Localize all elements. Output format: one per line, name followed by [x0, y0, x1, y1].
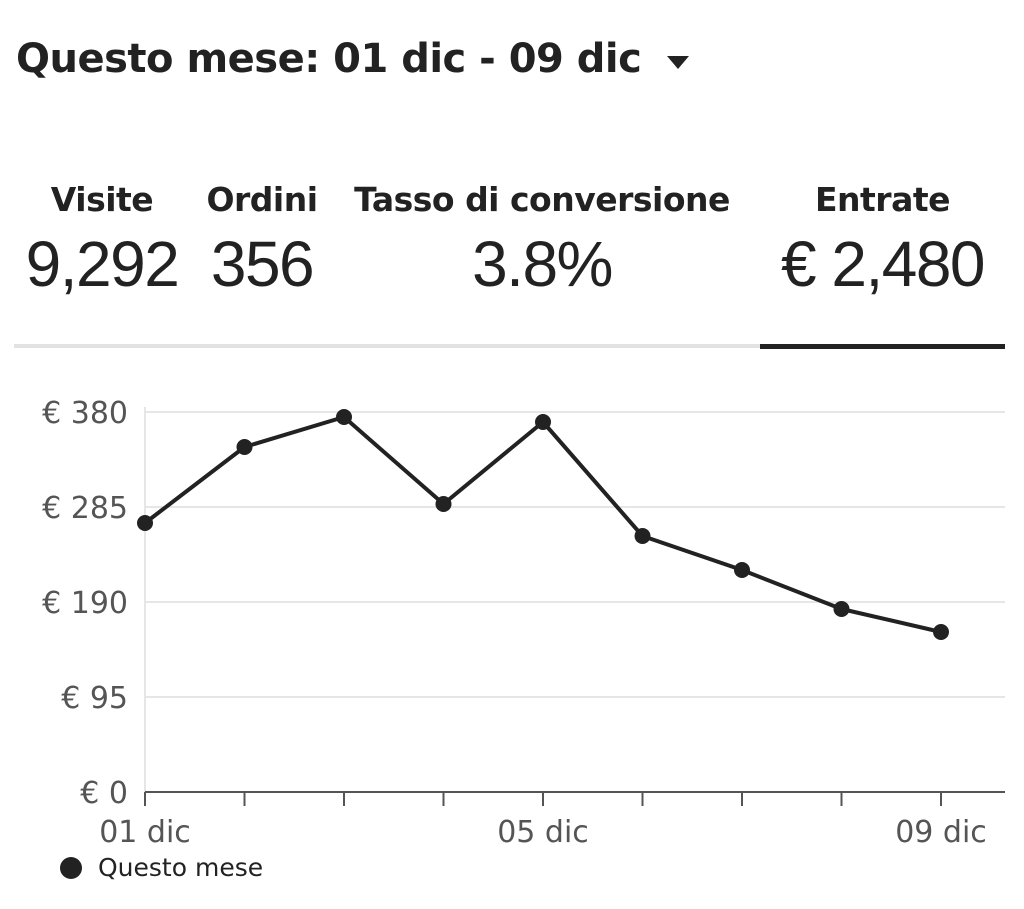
revenue-value: € 2,480	[780, 228, 986, 300]
series-questo-mese	[137, 409, 949, 640]
orders-label: Ordini	[206, 180, 318, 219]
y-tick-label: € 380	[42, 396, 128, 431]
data-point	[336, 409, 352, 425]
active-tab-indicator	[760, 344, 1005, 349]
caret-down-icon	[667, 55, 690, 69]
tab-track	[14, 344, 1005, 348]
visits-label: Visite	[50, 180, 154, 219]
data-point	[734, 562, 750, 578]
legend-label: Questo mese	[98, 853, 264, 882]
data-point	[535, 414, 551, 430]
x-tick-label: 01 dic	[99, 815, 191, 850]
x-tick-label: 05 dic	[497, 815, 589, 850]
data-point	[833, 601, 850, 617]
y-tick-label: € 0	[80, 776, 128, 811]
stats-tabs: Visite 9,292 Ordini 356 Tasso di convers…	[0, 180, 1024, 350]
grid-lines	[145, 411, 1005, 698]
x-tick-label: 09 dic	[895, 815, 987, 850]
y-tick-label: € 190	[42, 586, 128, 621]
period-selector[interactable]: Questo mese: 01 dic - 09 dic	[16, 36, 690, 82]
revenue-label: Entrate	[814, 180, 951, 219]
legend-marker	[60, 856, 82, 879]
data-point	[634, 528, 651, 544]
conversion-label: Tasso di conversione	[354, 180, 730, 219]
orders-value: 356	[210, 228, 315, 300]
revenue-line-chart: € 0 € 95 € 190 € 285 € 380 01 dic 05 dic 09 di…	[42, 396, 1005, 850]
series-line	[143, 415, 942, 634]
conversion-value: 3.8%	[472, 228, 613, 300]
y-tick-label: € 285	[42, 491, 128, 526]
data-point	[137, 515, 153, 531]
x-axis-tick-labels: 01 dic 05 dic 09 dic	[99, 815, 987, 850]
visits-value: 9,292	[25, 228, 180, 300]
y-axis-tick-labels: € 0 € 95 € 190 € 285 € 380	[42, 396, 128, 811]
tab-visits[interactable]: Visite 9,292	[18, 180, 186, 301]
chart-legend: Questo mese	[60, 853, 263, 882]
chart-axes	[144, 407, 1005, 806]
period-label: Questo mese: 01 dic - 09 dic	[16, 36, 642, 82]
data-point	[435, 496, 452, 512]
y-tick-label: € 95	[61, 681, 128, 716]
tab-conversion[interactable]: Tasso di conversione 3.8%	[350, 180, 734, 301]
data-point	[236, 439, 253, 455]
data-point	[933, 624, 949, 640]
tab-orders[interactable]: Ordini 356	[203, 180, 321, 301]
tab-revenue[interactable]: Entrate € 2,480	[760, 180, 1005, 301]
